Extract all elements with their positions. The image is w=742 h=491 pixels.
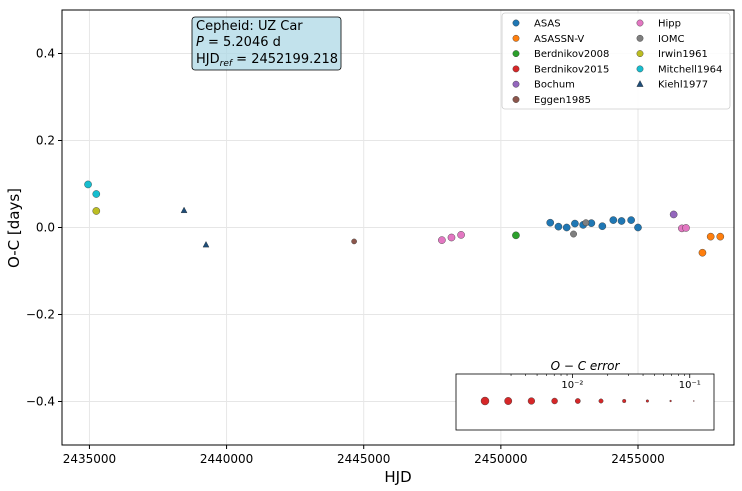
x-tick-label: 2450000 [474,452,527,466]
info-hjd-label: HJD [196,52,220,67]
error-legend: O − C error 10⁻² 10⁻¹ [455,359,715,431]
error-legend-title: O − C error [551,359,621,373]
y-axis-title: O-C [days] [5,188,23,268]
legend-marker-irwin1961 [636,50,644,57]
error-size-marker [693,400,695,402]
legend-label-asas: ASAS [534,19,561,30]
legend-marker-mitchell1964 [636,65,644,73]
error-tick-label: 10⁻¹ [679,380,701,391]
legend-label-berdnikov2015: Berdnikov2015 [534,64,609,75]
axis-ticks: 2435000 2440000 2445000 2450000 2455000 0.4 0.… [26,47,665,467]
point-asas [546,218,555,227]
legend-marker-iomc [636,34,644,42]
point-mitchell1964 [84,180,92,189]
point-iomc [582,219,590,227]
point-asassn-v [706,232,715,241]
legend-marker-berdnikov2015 [512,65,520,73]
point-asassn-v [698,248,707,257]
error-size-marker [480,396,490,406]
x-tick-label: 2455000 [611,452,664,466]
error-size-marker [622,399,627,404]
error-size-marker [645,399,649,403]
info-period-symbol: P [196,35,204,50]
error-size-marker [551,397,558,405]
y-tick-label: 0.0 [36,221,55,235]
point-hipp [457,231,465,239]
point-mitchell1964 [92,190,101,198]
info-box-frame [191,16,342,71]
info-hjd-value: = 2452199.218 [232,52,338,67]
x-tick-label: 2440000 [200,452,253,466]
y-tick-label: −0.4 [26,395,55,409]
y-tick-label: 0.2 [36,134,55,148]
point-irwin1961 [92,207,101,215]
info-period: P = 5.2046 d [196,35,281,50]
info-cepheid-name: Cepheid: UZ Car [196,19,303,34]
y-tick-label: −0.2 [26,308,55,322]
y-tick-label: 0.4 [36,47,55,61]
error-legend-frame [455,373,715,431]
legend-marker-hipp [636,19,644,27]
legend-label-berdnikov2008: Berdnikov2008 [534,49,609,60]
point-eggen1985 [351,238,357,245]
error-size-marker [504,397,513,405]
point-kiehl1977 [202,241,210,248]
x-tick-label: 2435000 [63,452,116,466]
point-asas [554,222,563,231]
error-size-marker [575,398,581,404]
legend-label-kiehl1977: Kiehl1977 [658,80,708,91]
point-asas [609,216,618,224]
legend-marker-eggen1985 [512,96,520,103]
point-asas [634,223,642,232]
error-tick-label: 10⁻² [561,380,583,391]
point-asas [571,219,579,228]
legend-label-hipp: Hipp [658,19,681,30]
legend-marker-berdnikov2008 [512,50,520,57]
legend-entries: ASAS ASASSN-V Berdnikov2008 Berdnikov2015 Bo… [512,19,722,106]
legend-label-bochum: Bochum [534,80,575,91]
error-size-marker [598,398,604,404]
legend-marker-kiehl1977 [636,80,644,87]
legend-marker-bochum [512,80,520,88]
x-tick-label: 2445000 [337,452,390,466]
point-berdnikov2008 [512,231,520,240]
error-size-marker [527,397,536,405]
point-asas [617,217,626,225]
legend-marker-asas [512,19,520,27]
info-hjd-subscript: ref [220,59,234,69]
point-hipp [438,236,446,244]
point-hipp [682,224,690,232]
point-asas [598,222,607,230]
legend-marker-asassn-v [512,34,520,42]
point-bochum [669,210,678,219]
point-asassn-v [716,232,725,241]
legend-label-eggen1985: Eggen1985 [534,95,591,106]
legend: ASAS ASASSN-V Berdnikov2008 Berdnikov2015 Bo… [501,12,731,110]
data-points [84,180,725,257]
legend-label-mitchell1964: Mitchell1964 [658,64,722,75]
info-box: Cepheid: UZ Car P = 5.2046 d HJDref = 24… [191,16,342,71]
info-hjd-ref: HJDref = 2452199.218 [196,52,338,69]
point-asas [627,216,635,224]
point-asas [562,223,571,232]
legend-label-asassn-v: ASASSN-V [534,34,584,45]
legend-label-iomc: IOMC [658,34,684,45]
x-axis-title: HJD [384,468,411,486]
error-size-marker [669,399,672,403]
legend-frame [501,12,731,110]
info-period-value: = 5.2046 d [204,35,281,50]
error-scale: 10⁻² 10⁻¹ [480,374,701,406]
point-iomc [570,230,577,238]
point-hipp [447,233,456,242]
point-kiehl1977 [180,206,188,213]
legend-label-irwin1961: Irwin1961 [658,49,708,60]
